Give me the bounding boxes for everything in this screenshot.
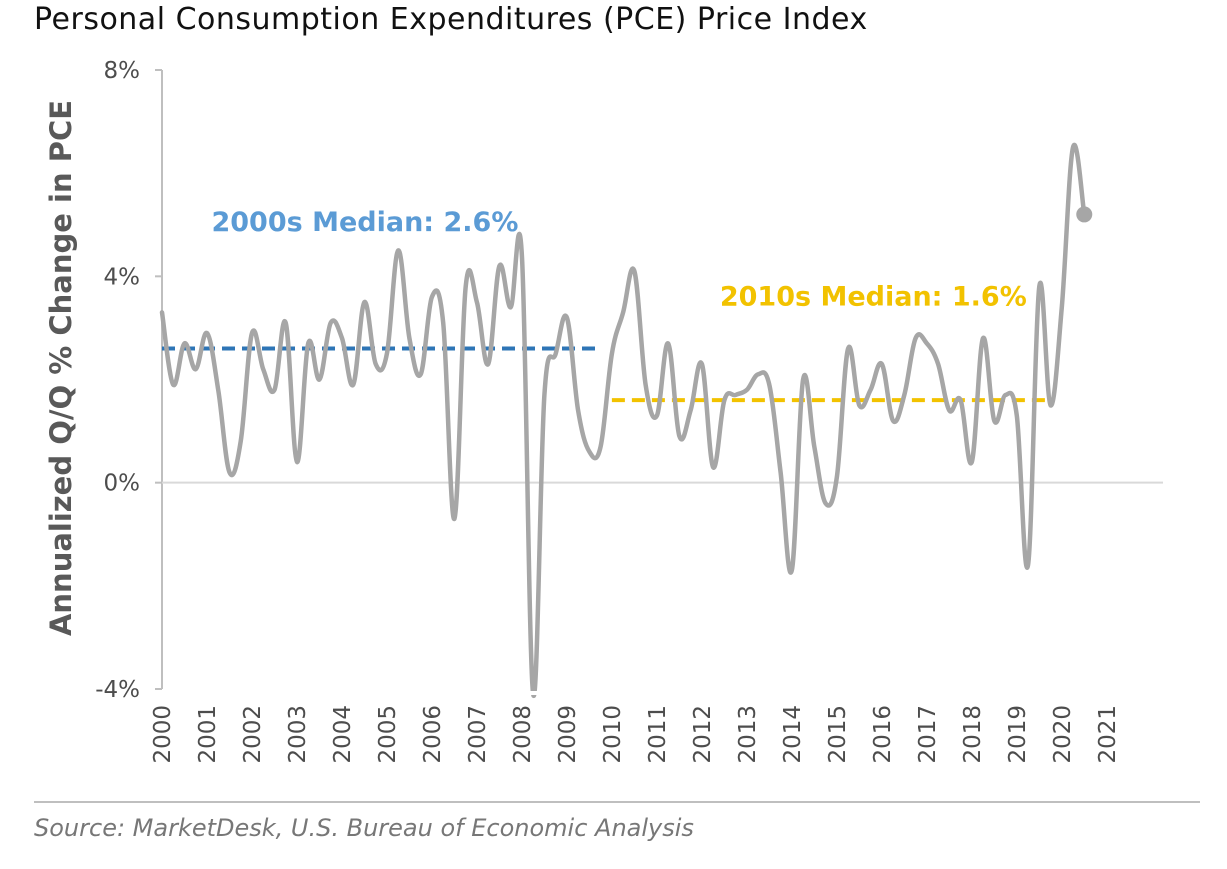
x-tick-label: 2007 bbox=[465, 705, 491, 764]
x-tick-label: 2021 bbox=[1095, 705, 1121, 764]
x-tick-label: 2017 bbox=[915, 705, 941, 764]
y-tick-label: -4% bbox=[95, 677, 140, 703]
x-tick-label: 2006 bbox=[420, 705, 446, 764]
x-tick-label: 2020 bbox=[1050, 705, 1076, 764]
chart-title: Personal Consumption Expenditures (PCE) … bbox=[34, 2, 868, 37]
median-annotation: 2000s Median: 2.6% bbox=[211, 207, 518, 238]
x-tick-label: 2010 bbox=[600, 705, 626, 764]
x-tick-label: 2000 bbox=[150, 705, 176, 764]
x-tick-label: 2013 bbox=[735, 705, 761, 764]
x-tick-label: 2008 bbox=[510, 705, 536, 764]
x-tick-label: 2019 bbox=[1005, 705, 1031, 764]
x-tick-label: 2018 bbox=[960, 705, 986, 764]
y-tick-label: 0% bbox=[104, 471, 141, 497]
x-tick-label: 2015 bbox=[825, 705, 851, 764]
x-tick-label: 2003 bbox=[285, 705, 311, 764]
source-note: Source: MarketDesk, U.S. Bureau of Econo… bbox=[34, 814, 694, 842]
series-layer bbox=[159, 142, 1172, 699]
x-tick-label: 2014 bbox=[780, 705, 806, 764]
x-tick-label: 2001 bbox=[195, 705, 221, 764]
series-end-marker bbox=[1076, 206, 1093, 223]
x-tick-label: 2016 bbox=[870, 705, 896, 764]
y-tick-label: 8% bbox=[104, 58, 141, 84]
y-tick-label: 4% bbox=[104, 264, 141, 290]
x-tick-label: 2004 bbox=[330, 705, 356, 764]
x-tick-label: 2005 bbox=[375, 705, 401, 764]
x-tick-label: 2012 bbox=[690, 705, 716, 764]
x-tick-label: 2011 bbox=[645, 705, 671, 764]
median-annotation: 2010s Median: 1.6% bbox=[720, 282, 1027, 313]
axis-layer: 8% 4% 0% -4% bbox=[95, 58, 1163, 703]
label-layer: 2000 2001 2002 2003 2004 2005 2006 2007 2008 2009… bbox=[150, 207, 1121, 764]
plot-bottom-mask bbox=[161, 691, 1172, 695]
pce-series-line bbox=[159, 142, 1087, 699]
x-tick-label: 2002 bbox=[240, 705, 266, 764]
y-axis-label: Annualized Q/Q % Change in PCE bbox=[44, 100, 78, 636]
x-tick-label: 2009 bbox=[555, 705, 581, 764]
